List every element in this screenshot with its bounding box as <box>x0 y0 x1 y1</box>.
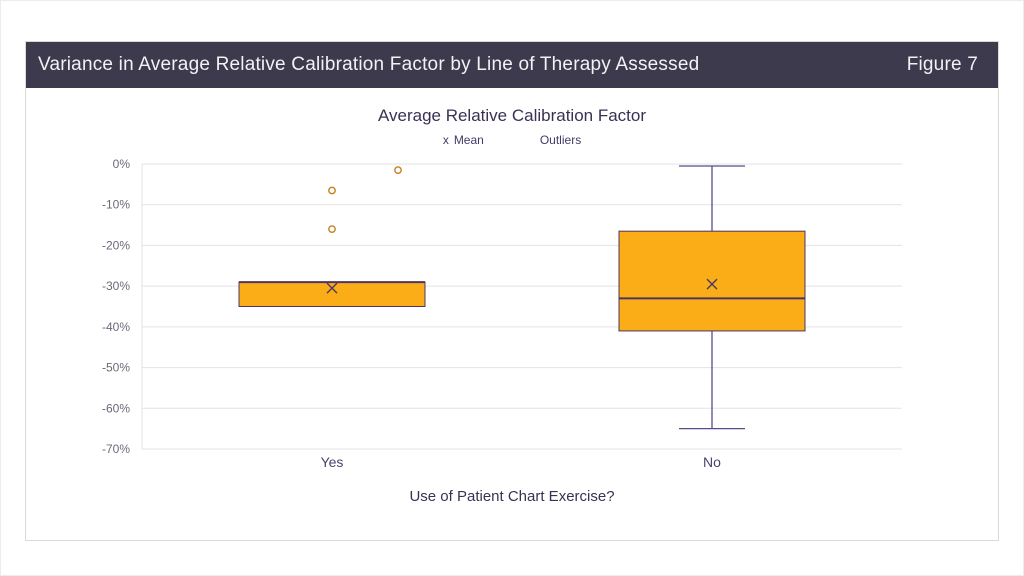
y-tick-label: -50% <box>102 361 130 375</box>
figure-panel: Variance in Average Relative Calibration… <box>25 41 999 541</box>
figure-number: Figure 7 <box>906 54 978 75</box>
mean-marker-icon: x <box>442 133 449 147</box>
mean-marker <box>326 282 338 294</box>
legend-item-outliers: Outliers <box>540 133 581 147</box>
y-tick-label: -30% <box>102 279 130 293</box>
category-label: No <box>703 454 721 470</box>
boxplot-svg: 0% -10% -20% -30% -40% -50% -60% -70% Yes No <box>102 157 902 470</box>
chart-legend: x Mean Outliers <box>26 128 998 152</box>
y-tick-label: -60% <box>102 401 130 415</box>
legend-outliers-label: Outliers <box>539 133 582 147</box>
y-tick-label: -10% <box>102 198 130 212</box>
x-axis-label: Use of Patient Chart Exercise? <box>409 488 615 505</box>
figure-header-title: Variance in Average Relative Calibration… <box>38 54 700 75</box>
category-label: Yes <box>321 454 344 470</box>
y-tick-label: -20% <box>102 238 130 252</box>
chart-title: Average Relative Calibration Factor <box>377 106 647 125</box>
y-tick-label: -70% <box>102 442 130 456</box>
box <box>618 230 806 332</box>
figure-header: Variance in Average Relative Calibration… <box>26 42 998 88</box>
outlier-point <box>328 225 336 234</box>
mean-marker <box>706 278 718 290</box>
y-tick-label: 0% <box>113 157 131 171</box>
outlier-point <box>394 166 402 175</box>
legend-item-mean: x Mean <box>443 133 484 147</box>
legend-mean-label: Mean <box>453 133 484 147</box>
box <box>238 281 426 307</box>
outlier-point <box>328 186 336 195</box>
y-tick-label: -40% <box>102 320 130 334</box>
chart-area: Average Relative Calibration Factor x Me… <box>26 88 998 505</box>
